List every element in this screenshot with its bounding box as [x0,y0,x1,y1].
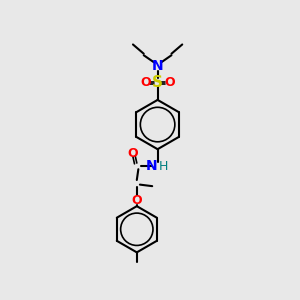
Text: H: H [159,160,169,172]
Text: N: N [152,59,164,73]
Text: O: O [127,147,137,160]
Text: N: N [146,159,158,173]
Text: O: O [131,194,142,206]
Text: O: O [165,76,175,89]
Text: S: S [152,76,163,91]
Text: O: O [140,76,151,89]
